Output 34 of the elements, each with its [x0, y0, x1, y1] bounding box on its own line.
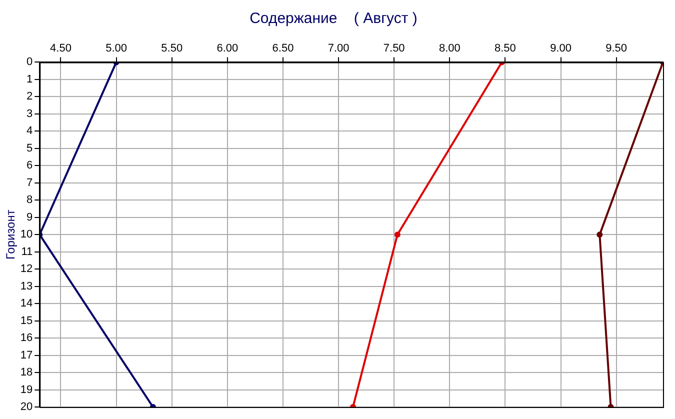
x-tick-label: 6.50	[272, 42, 294, 55]
x-tick-label: 8.00	[438, 42, 460, 55]
y-tick-label: 1	[26, 73, 33, 86]
y-tick-label: 15	[20, 314, 33, 327]
y-tick-label: 10	[20, 228, 33, 241]
y-tick-label: 13	[20, 280, 33, 292]
y-tick-label: 5	[26, 142, 33, 154]
y-tick-label: 2	[26, 90, 33, 103]
y-tick-label: 18	[20, 366, 33, 379]
y-tick-label: 4	[26, 125, 33, 138]
y-tick-label: 9	[26, 211, 33, 224]
x-tick-label: 6.00	[216, 42, 238, 55]
x-tick-label: 5.50	[161, 42, 183, 55]
chart-title: Содержание ( Август )	[250, 10, 418, 28]
y-tick-label: 0	[26, 56, 33, 68]
y-tick-label: 7	[26, 176, 33, 189]
y-tick-label: 14	[20, 298, 33, 310]
y-tick-label: 17	[20, 349, 33, 362]
x-tick-label: 4.50	[50, 42, 72, 55]
x-tick-label: 9.50	[606, 42, 628, 55]
y-tick-label: 11	[21, 246, 33, 258]
x-tick-label: 5.00	[106, 42, 128, 55]
y-tick-label: 8	[26, 194, 33, 206]
x-tick-label: 9.00	[550, 42, 572, 55]
y-axis-title: Горизонт	[4, 209, 18, 260]
y-tick-label: 12	[20, 263, 33, 276]
y-tick-label: 20	[20, 401, 33, 414]
x-tick-label: 7.50	[383, 42, 405, 55]
y-tick-label: 6	[26, 160, 33, 172]
x-tick-label: 8.50	[494, 42, 516, 55]
y-tick-label: 3	[26, 108, 33, 120]
y-tick-label: 16	[20, 332, 33, 344]
x-tick-label: 7.00	[328, 42, 350, 55]
y-tick-label: 19	[20, 384, 33, 396]
